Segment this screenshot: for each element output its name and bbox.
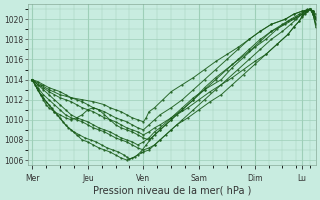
X-axis label: Pression niveau de la mer( hPa ): Pression niveau de la mer( hPa )	[92, 186, 251, 196]
